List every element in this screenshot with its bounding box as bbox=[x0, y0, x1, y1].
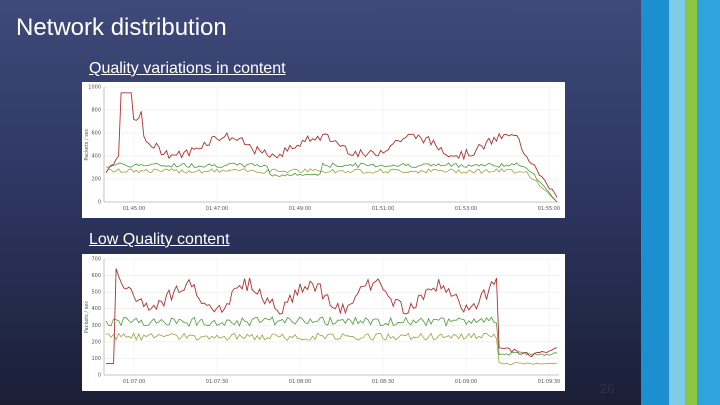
x-tick-label: 01:45:00 bbox=[123, 206, 145, 212]
y-tick-label: 600 bbox=[91, 273, 101, 279]
series-line bbox=[105, 162, 558, 203]
slide-title: Network distribution bbox=[16, 14, 227, 41]
y-tick-label: 400 bbox=[91, 306, 101, 312]
y-tick-label: 400 bbox=[91, 154, 101, 160]
y-axis-label: Packets / sec bbox=[84, 301, 90, 334]
series-line bbox=[105, 316, 558, 356]
x-tick-label: 01:53:00 bbox=[455, 206, 477, 212]
y-tick-label: 800 bbox=[91, 108, 101, 114]
chart-low-quality: 700 600 500 400 300 200 100 0 01:07:00 01:07:30 01… bbox=[82, 254, 565, 391]
chart-quality-variations-plot: 1000 800 600 400 200 0 01:45:00 01:47:00 01:49:0… bbox=[84, 85, 560, 213]
series-line bbox=[105, 92, 558, 198]
y-tick-label: 600 bbox=[91, 131, 101, 137]
chart-low-quality-plot: 700 600 500 400 300 200 100 0 01:07:00 01:07:30 01… bbox=[84, 257, 560, 386]
x-tick-label: 01:51:00 bbox=[372, 206, 394, 212]
y-tick-label: 700 bbox=[91, 257, 101, 263]
x-tick-label: 01:07:00 bbox=[123, 379, 145, 385]
series-line bbox=[106, 268, 558, 364]
x-tick-label: 01:55:00 bbox=[538, 206, 560, 212]
y-tick-label: 0 bbox=[98, 200, 101, 206]
y-tick-label: 500 bbox=[91, 290, 101, 296]
y-tick-label: 100 bbox=[91, 356, 101, 362]
series-line bbox=[105, 168, 558, 203]
chart-quality-variations: 1000 800 600 400 200 0 01:45:00 01:47:00 01:49:0… bbox=[82, 82, 565, 218]
y-tick-label: 200 bbox=[91, 339, 101, 345]
caption-quality-variations: Quality variations in content bbox=[89, 60, 286, 77]
y-tick-label: 200 bbox=[91, 177, 101, 183]
decorative-stripe bbox=[697, 0, 720, 405]
y-tick-label: 300 bbox=[91, 323, 101, 329]
x-tick-label: 01:47:00 bbox=[206, 206, 228, 212]
x-tick-label: 01:08:00 bbox=[289, 379, 311, 385]
x-tick-label: 01:09:30 bbox=[538, 379, 560, 385]
y-axis-label: Packets / sec bbox=[84, 128, 90, 161]
series-line bbox=[106, 332, 558, 365]
caption-low-quality: Low Quality content bbox=[89, 231, 230, 248]
y-tick-label: 0 bbox=[98, 373, 101, 379]
x-tick-label: 01:08:30 bbox=[372, 379, 394, 385]
y-tick-label: 1000 bbox=[88, 85, 101, 91]
page-number: 26 bbox=[600, 381, 615, 396]
x-tick-label: 01:49:00 bbox=[289, 206, 311, 212]
x-tick-label: 01:09:00 bbox=[455, 379, 477, 385]
x-tick-label: 01:07:30 bbox=[206, 379, 228, 385]
decorative-stripe bbox=[641, 0, 669, 405]
decorative-stripe bbox=[669, 0, 685, 405]
decorative-stripe bbox=[685, 0, 697, 405]
